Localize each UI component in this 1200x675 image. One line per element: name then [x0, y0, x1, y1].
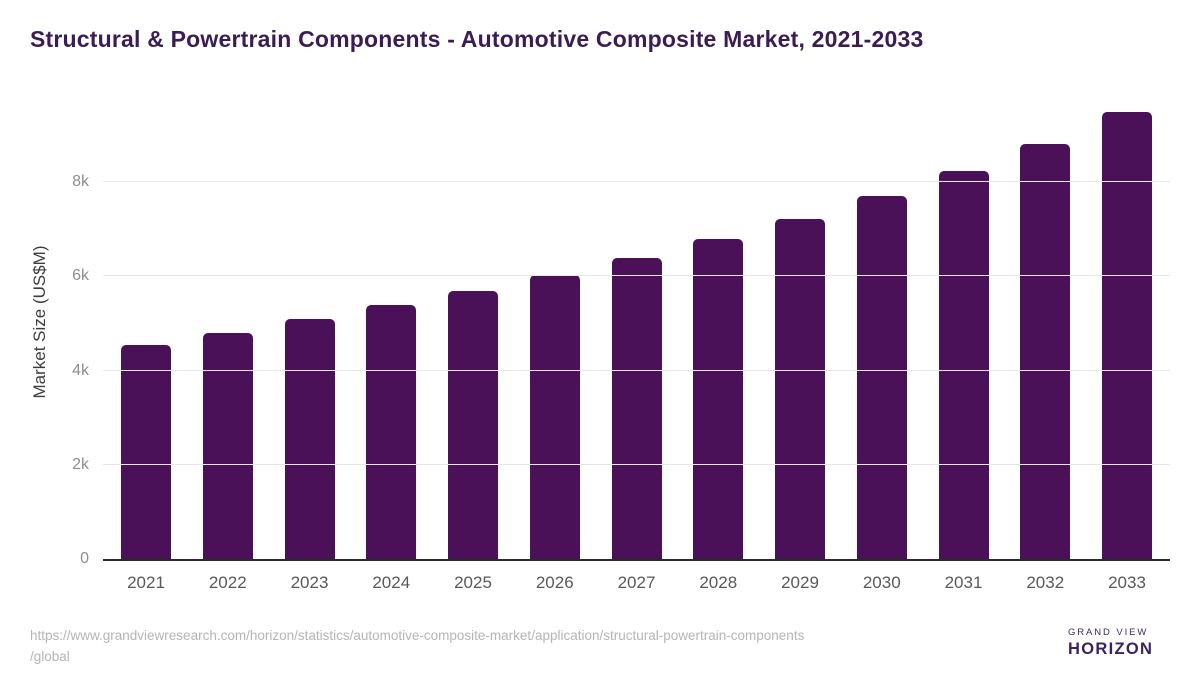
x-axis-labels: 2021 2022 2023 2024 2025 2026 2027 2028 2029 2030…	[121, 573, 1152, 593]
y-tick-label-8k: 8k	[72, 173, 89, 191]
bar-2031	[938, 170, 989, 559]
bar-2032	[1020, 143, 1071, 559]
brand-name-bottom: HORIZON	[1068, 640, 1154, 658]
bar-2029	[775, 218, 825, 559]
gridline-4k	[103, 369, 1170, 371]
bar-2026	[529, 275, 580, 559]
logo-reflection-2	[1036, 651, 1045, 655]
y-tick-label-0: 0	[80, 550, 89, 567]
sun-horizon-icon	[1020, 621, 1061, 662]
gridline-6k	[103, 275, 1170, 277]
bar-2021	[121, 344, 171, 559]
x-tick-label-2028: 2028	[699, 573, 738, 592]
y-tick-label-2k: 2k	[72, 455, 89, 473]
bar-2028	[693, 239, 744, 559]
bar-2024	[366, 304, 417, 559]
x-tick-label-2029: 2029	[781, 573, 819, 592]
logo-reflection-1	[1033, 646, 1048, 649]
brand-name-top: GRAND VIEW	[1068, 627, 1149, 638]
y-tick-label-4k: 4k	[72, 361, 89, 379]
bar-2022	[202, 332, 253, 559]
source-url-line-1: https://www.grandviewresearch.com/horizo…	[30, 628, 805, 643]
source-url-line-2: /global	[30, 648, 70, 664]
bar-2027	[611, 258, 662, 559]
x-tick-label-2024: 2024	[372, 573, 411, 592]
x-tick-label-2031: 2031	[944, 573, 983, 592]
bars-row	[121, 88, 1152, 559]
x-tick-label-2023: 2023	[290, 573, 329, 592]
x-tick-label-2022: 2022	[208, 573, 247, 592]
gridline-8k	[103, 181, 1170, 183]
source-url: https://www.grandviewresearch.com/horizo…	[30, 626, 804, 667]
x-tick-label-2030: 2030	[862, 573, 901, 592]
x-tick-label-2027: 2027	[617, 573, 656, 592]
x-tick-label-2021: 2021	[127, 573, 165, 592]
brand-text: GRAND VIEW HORIZON	[1068, 621, 1153, 659]
bar-2025	[448, 291, 498, 559]
bar-2030	[856, 196, 907, 559]
x-tick-label-2025: 2025	[454, 573, 492, 592]
logo-sun	[1033, 634, 1048, 642]
bar-2033	[1102, 111, 1152, 559]
page-title: Structural & Powertrain Components - Aut…	[30, 26, 924, 52]
plot-area: 0 2k 4k 6k 8k	[72, 88, 1170, 567]
x-tick-label-2032: 2032	[1026, 573, 1065, 592]
gridline-2k	[103, 463, 1170, 465]
brand-logo: GRAND VIEW HORIZON	[1020, 621, 1153, 662]
x-tick-label-2026: 2026	[535, 573, 574, 592]
y-tick-label-6k: 6k	[72, 267, 89, 285]
bar-2023	[284, 319, 335, 559]
x-tick-label-2033: 2033	[1108, 573, 1146, 592]
y-axis-title: Market Size (US$M)	[30, 245, 49, 399]
